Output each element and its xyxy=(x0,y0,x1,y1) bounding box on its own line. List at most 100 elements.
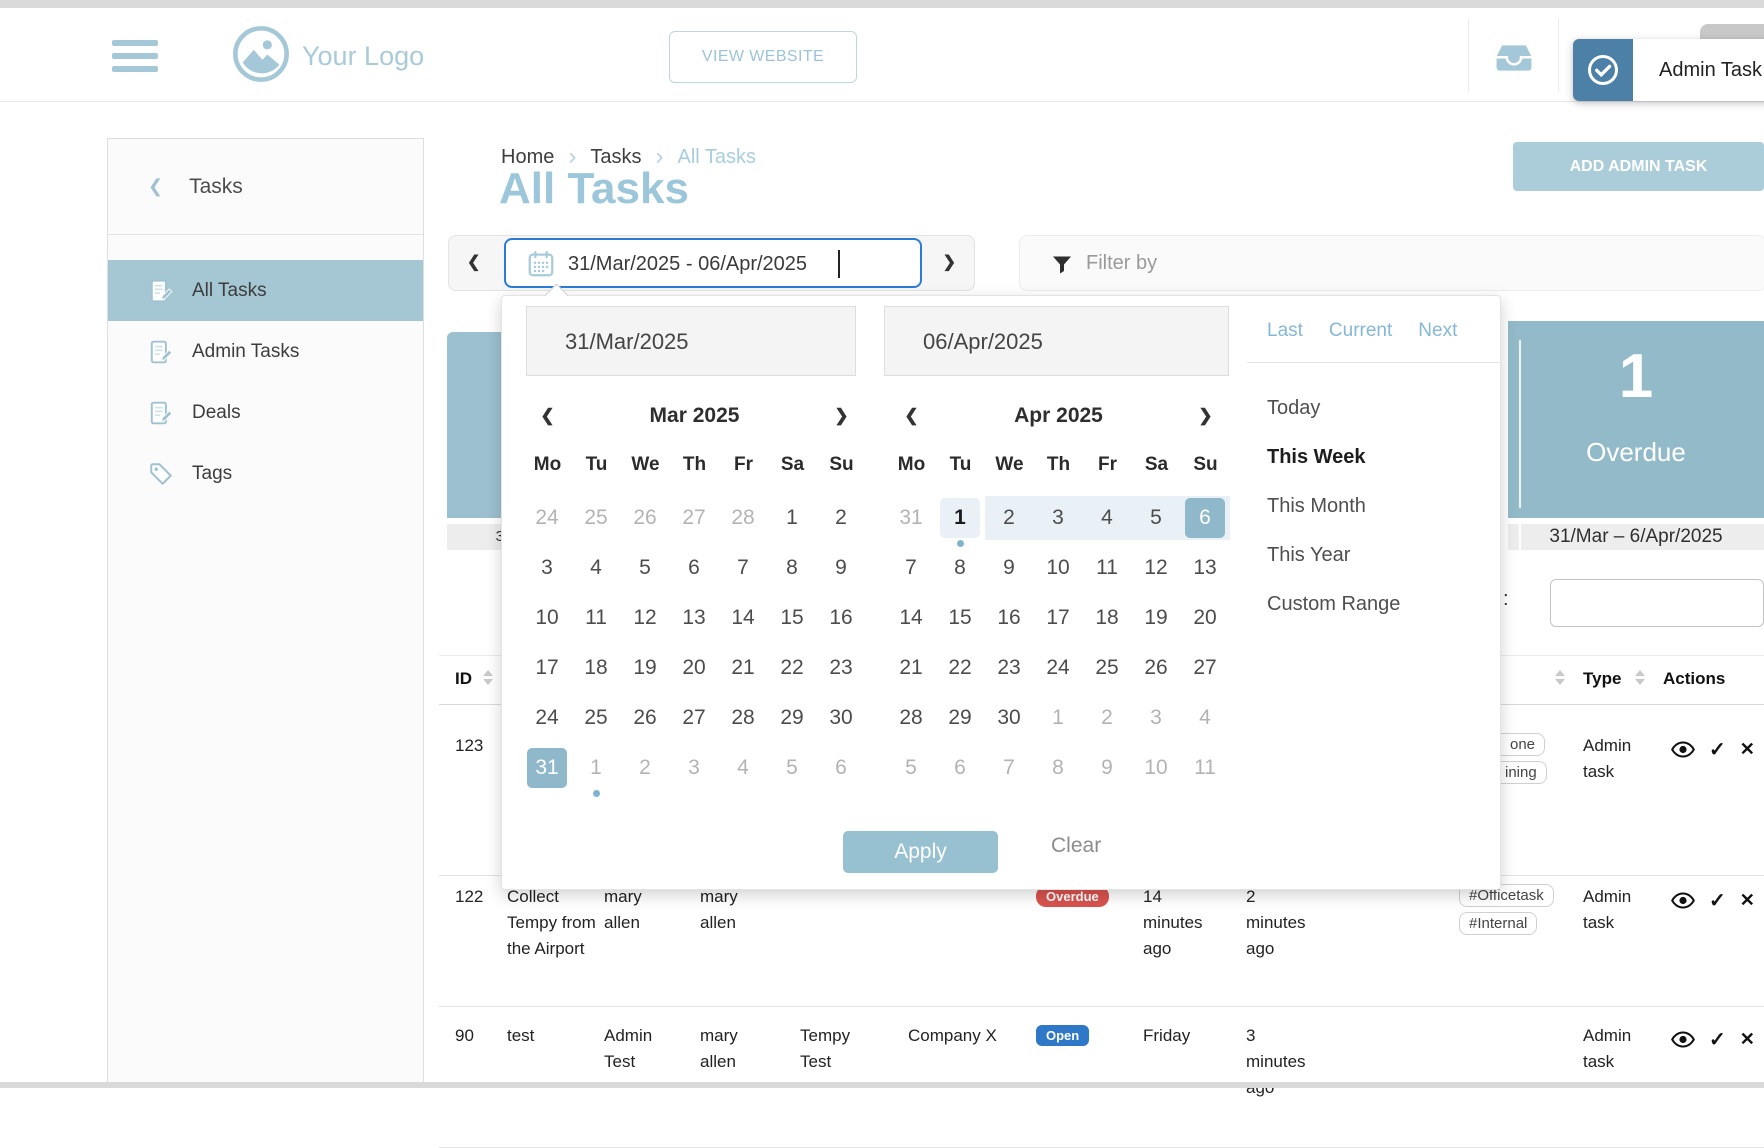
range-link-current[interactable]: Current xyxy=(1328,320,1393,341)
calendar-day[interactable]: 7 xyxy=(719,546,768,596)
calendar-day[interactable]: 5 xyxy=(887,746,936,796)
calendar-day[interactable]: 12 xyxy=(621,596,670,646)
calendar-day[interactable]: 25 xyxy=(572,696,621,746)
calendar-day[interactable]: 8 xyxy=(936,546,985,596)
calendar-day[interactable]: 16 xyxy=(985,596,1034,646)
calendar-day[interactable]: 5 xyxy=(1132,496,1181,540)
inbox-tray-icon[interactable] xyxy=(1495,42,1533,79)
calendar-day[interactable]: 20 xyxy=(1181,596,1230,646)
calendar-day[interactable]: 14 xyxy=(887,596,936,646)
calendar-day[interactable]: 13 xyxy=(670,596,719,646)
hamburger-menu-icon[interactable] xyxy=(112,40,158,74)
complete-task-icon[interactable]: ✓ xyxy=(1709,890,1726,912)
calendar-day[interactable]: 15 xyxy=(768,596,817,646)
calendar-day[interactable]: 16 xyxy=(817,596,866,646)
breadcrumb-item-tasks[interactable]: Tasks xyxy=(590,145,642,168)
calendar-day[interactable]: 13 xyxy=(1181,546,1230,596)
calendar-day[interactable]: 27 xyxy=(670,696,719,746)
calendar-day[interactable]: 23 xyxy=(985,646,1034,696)
calendar-day[interactable]: 18 xyxy=(572,646,621,696)
delete-task-icon[interactable]: ✕ xyxy=(1739,739,1755,759)
breadcrumb-item-all-tasks[interactable]: All Tasks xyxy=(677,145,757,168)
quick-option-this-week[interactable]: This Week xyxy=(1267,446,1366,468)
sidebar-item-admin-tasks[interactable]: Admin Tasks xyxy=(108,321,423,382)
delete-task-icon[interactable]: ✕ xyxy=(1739,890,1755,910)
quick-option-custom-range[interactable]: Custom Range xyxy=(1267,593,1401,615)
calendar-day[interactable]: 28 xyxy=(719,696,768,746)
calendar-day[interactable]: 27 xyxy=(670,496,719,546)
next-month-button[interactable]: ❯ xyxy=(1198,406,1213,425)
calendar-day[interactable]: 24 xyxy=(523,696,572,746)
calendar-day[interactable]: 1 xyxy=(936,496,985,547)
app-logo[interactable]: Your Logo xyxy=(232,25,652,85)
end-date-field[interactable]: 06/Apr/2025 xyxy=(884,306,1229,376)
calendar-day[interactable]: 17 xyxy=(1034,596,1083,646)
calendar-day[interactable]: 26 xyxy=(1132,646,1181,696)
calendar-day[interactable]: 12 xyxy=(1132,546,1181,596)
calendar-day[interactable]: 21 xyxy=(719,646,768,696)
calendar-day[interactable]: 3 xyxy=(523,546,572,596)
calendar-day[interactable]: 4 xyxy=(719,746,768,796)
range-link-last[interactable]: Last xyxy=(1267,320,1303,341)
calendar-day[interactable]: 19 xyxy=(1132,596,1181,646)
calendar-day[interactable]: 27 xyxy=(1181,646,1230,696)
overdue-stat-card[interactable]: 1 Overdue xyxy=(1508,321,1764,518)
calendar-day[interactable]: 24 xyxy=(523,496,572,546)
calendar-day[interactable]: 2 xyxy=(817,496,866,546)
calendar-day[interactable]: 4 xyxy=(572,546,621,596)
search-input[interactable] xyxy=(1550,579,1764,627)
view-website-button[interactable]: VIEW WEBSITE xyxy=(669,31,857,83)
calendar-day[interactable]: 4 xyxy=(1083,496,1132,540)
calendar-day[interactable]: 8 xyxy=(1034,746,1083,796)
calendar-day[interactable]: 2 xyxy=(985,496,1034,540)
calendar-day[interactable]: 9 xyxy=(817,546,866,596)
calendar-day[interactable]: 9 xyxy=(1083,746,1132,796)
sidebar-item-deals[interactable]: Deals xyxy=(108,382,423,443)
calendar-day[interactable]: 5 xyxy=(768,746,817,796)
calendar-day[interactable]: 24 xyxy=(1034,646,1083,696)
calendar-day[interactable]: 9 xyxy=(985,546,1034,596)
calendar-day[interactable]: 25 xyxy=(1083,646,1132,696)
next-period-button[interactable]: ❯ xyxy=(942,254,956,271)
calendar-day[interactable]: 7 xyxy=(985,746,1034,796)
filter-input[interactable] xyxy=(1084,240,1688,286)
calendar-day[interactable]: 29 xyxy=(768,696,817,746)
calendar-day[interactable]: 11 xyxy=(572,596,621,646)
view-task-icon[interactable] xyxy=(1671,892,1695,909)
sort-arrows-icon[interactable] xyxy=(1555,670,1567,685)
apply-button[interactable]: Apply xyxy=(843,831,998,873)
sidebar-item-all-tasks[interactable]: All Tasks xyxy=(108,260,423,321)
calendar-day[interactable]: 7 xyxy=(887,546,936,596)
add-admin-task-button[interactable]: ADD ADMIN TASK xyxy=(1513,142,1764,191)
calendar-day[interactable]: 1 xyxy=(1034,696,1083,746)
admin-task-popover[interactable]: Admin Task xyxy=(1573,39,1764,101)
calendar-day[interactable]: 28 xyxy=(719,496,768,546)
calendar-day[interactable]: 4 xyxy=(1181,696,1230,746)
sidebar-item-tags[interactable]: Tags xyxy=(108,443,423,504)
sort-arrows-icon[interactable] xyxy=(483,670,495,685)
calendar-day[interactable]: 30 xyxy=(985,696,1034,746)
range-link-next[interactable]: Next xyxy=(1418,320,1458,341)
calendar-day[interactable]: 17 xyxy=(523,646,572,696)
calendar-day[interactable]: 6 xyxy=(670,546,719,596)
calendar-day[interactable]: 31 xyxy=(523,746,572,796)
calendar-day[interactable]: 28 xyxy=(887,696,936,746)
view-task-icon[interactable] xyxy=(1671,1031,1695,1048)
sort-arrows-icon[interactable] xyxy=(1635,670,1647,685)
calendar-day[interactable]: 22 xyxy=(936,646,985,696)
calendar-day[interactable]: 18 xyxy=(1083,596,1132,646)
clear-button[interactable]: Clear xyxy=(1051,834,1102,857)
calendar-day[interactable]: 11 xyxy=(1083,546,1132,596)
previous-period-button[interactable]: ❮ xyxy=(467,254,481,271)
breadcrumb-item-home[interactable]: Home xyxy=(501,145,555,168)
previous-month-button[interactable]: ❮ xyxy=(904,406,919,425)
calendar-day[interactable]: 3 xyxy=(670,746,719,796)
view-task-icon[interactable] xyxy=(1671,741,1695,758)
date-range-input[interactable]: 31/Mar/2025 - 06/Apr/2025 xyxy=(504,238,922,288)
complete-task-icon[interactable]: ✓ xyxy=(1709,739,1726,761)
calendar-day[interactable]: 20 xyxy=(670,646,719,696)
calendar-day[interactable]: 3 xyxy=(1034,496,1083,540)
calendar-day[interactable]: 2 xyxy=(621,746,670,796)
calendar-day[interactable]: 26 xyxy=(621,696,670,746)
calendar-day[interactable]: 6 xyxy=(936,746,985,796)
